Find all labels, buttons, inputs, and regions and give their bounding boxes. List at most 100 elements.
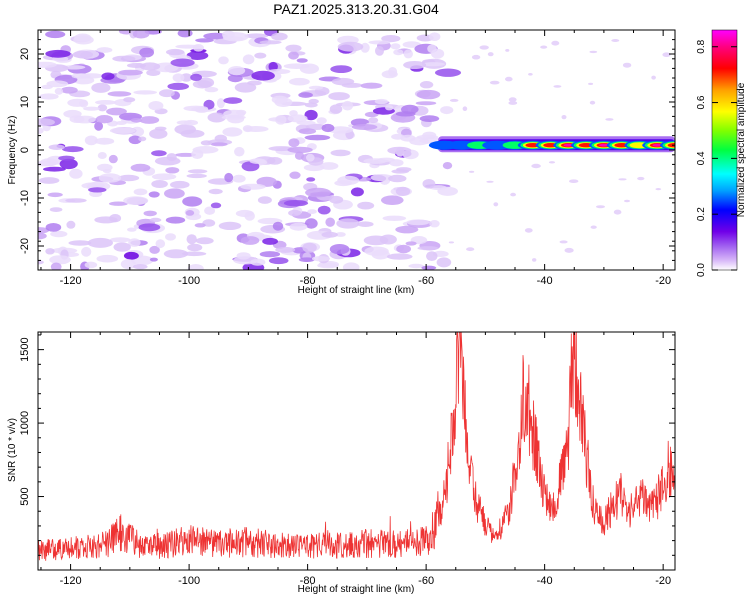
heatmap-noise-blob — [334, 180, 353, 187]
heatmap-noise-blob — [221, 115, 246, 120]
heatmap-noise-speckle — [448, 241, 454, 244]
heatmap-noise-blob — [329, 195, 344, 204]
heatmap-noise-blob — [175, 152, 197, 157]
heatmap-noise-blob — [360, 42, 370, 53]
heatmap-noise-speckle — [569, 179, 579, 183]
heatmap-noise-blob — [165, 167, 180, 174]
heatmap-noise-blob — [163, 249, 189, 259]
heatmap-noise-speckle — [548, 161, 556, 164]
heatmap-noise-blob — [83, 106, 100, 111]
heatmap-noise-blob — [79, 99, 89, 108]
heatmap-noise-blob — [45, 49, 71, 58]
heatmap-noise-speckle — [553, 85, 562, 88]
heatmap-noise-blob — [81, 246, 92, 257]
heatmap-noise-blob — [91, 82, 111, 93]
colorbar-label: Normalized spectral amplitude — [736, 82, 747, 217]
heatmap-noise-blob — [183, 105, 209, 112]
heatmap-noise-blob — [256, 176, 277, 187]
heatmap-noise-speckle — [508, 97, 517, 102]
heatmap-noise-speckle — [466, 247, 475, 252]
heatmap-noise-blob — [336, 218, 360, 229]
heatmap-noise-blob — [331, 77, 355, 86]
heatmap-noise-blob — [218, 56, 229, 65]
heatmap-noise-blob — [165, 216, 186, 224]
heatmap-noise-blob — [155, 239, 166, 249]
heatmap-noise-speckle — [618, 178, 627, 181]
heatmap-noise-blob — [38, 177, 60, 184]
heatmap-noise-blob — [228, 66, 246, 76]
signal-band-peak — [563, 143, 574, 147]
heatmap-noise-speckle — [540, 45, 548, 49]
heatmap-noise-blob — [259, 40, 282, 45]
x-tick-label: -20 — [655, 575, 671, 587]
heatmap-noise-blob — [421, 265, 437, 270]
heatmap-noise-blob — [259, 251, 281, 258]
heatmap-noise-speckle — [655, 188, 662, 191]
y-tick-label: 0 — [19, 147, 31, 153]
heatmap-noise-blob — [113, 242, 131, 252]
heatmap-noise-blob — [368, 117, 379, 124]
heatmap-noise-blob — [50, 262, 62, 270]
heatmap-noise-blob — [149, 245, 160, 254]
heatmap-noise-blob — [223, 97, 243, 104]
heatmap-noise-blob — [329, 104, 343, 114]
heatmap-noise-blob — [242, 125, 253, 133]
heatmap-noise-blob — [58, 155, 75, 161]
heatmap-noise-blob — [381, 195, 404, 205]
heatmap-noise-blob — [406, 219, 430, 226]
heatmap-noise-blob — [97, 163, 113, 172]
heatmap-noise-blob — [182, 196, 203, 207]
heatmap-noise-blob — [234, 146, 245, 157]
heatmap-noise-speckle — [487, 52, 494, 57]
heatmap-noise-blob — [48, 144, 65, 150]
heatmap-noise-speckle — [559, 240, 568, 244]
heatmap-noise-blob — [151, 150, 167, 157]
heatmap-noise-blob — [65, 198, 87, 203]
heatmap-noise-blob — [49, 255, 71, 265]
heatmap-noise-blob — [98, 173, 122, 183]
heatmap-noise-blob — [342, 100, 353, 111]
heatmap-noise-speckle — [637, 176, 645, 181]
heatmap-noise-blob — [289, 77, 310, 86]
heatmap-noise-blob — [38, 118, 55, 127]
signal-band-peak — [652, 143, 662, 147]
heatmap-noise-blob — [302, 242, 317, 253]
heatmap-noise-blob — [224, 172, 234, 183]
y-tick-label: -20 — [19, 238, 31, 254]
heatmap-noise-blob — [38, 127, 44, 134]
colorbar-tick-label: 0.4 — [696, 151, 707, 165]
heatmap-noise-blob — [307, 209, 317, 215]
heatmap-noise-blob — [139, 62, 161, 71]
heatmap-noise-blob — [308, 85, 324, 90]
x-tick-label: -40 — [537, 575, 553, 587]
heatmap-noise-blob — [386, 253, 413, 260]
heatmap-noise-blob — [165, 233, 176, 241]
heatmap-noise-blob — [395, 225, 419, 234]
heatmap-noise-blob — [45, 223, 62, 232]
heatmap-noise-blob — [403, 49, 413, 59]
heatmap-noise-blob — [249, 158, 266, 164]
heatmap-noise-blob — [133, 90, 157, 95]
heatmap-noise-blob — [288, 138, 300, 148]
heatmap-noise-speckle — [510, 192, 516, 197]
heatmap-noise-speckle — [462, 106, 468, 111]
heatmap-noise-blob — [296, 58, 308, 63]
heatmap-noise-blob — [311, 256, 331, 262]
heatmap-noise-blob — [130, 163, 151, 172]
heatmap-noise-blob — [97, 104, 108, 112]
heatmap-noise-blob — [240, 183, 266, 190]
heatmap-noise-blob — [421, 62, 445, 67]
colorbar-ticks: 0.0 0.2 0.4 0.6 0.8 — [696, 39, 737, 277]
heatmap-noise-blob — [289, 222, 308, 231]
heatmap-noise-speckle — [624, 199, 630, 203]
heatmap-noise-blob — [325, 217, 336, 227]
heatmap-noise-speckle — [505, 76, 513, 82]
heatmap-noise-blob — [180, 129, 205, 138]
heatmap-noise-blob — [419, 81, 434, 89]
heatmap-noise-blob — [154, 126, 167, 131]
y-tick-label: 1500 — [19, 337, 31, 361]
heatmap-noise-blob — [39, 93, 59, 100]
heatmap-noise-blob — [316, 117, 327, 125]
heatmap-noise-speckle — [605, 118, 614, 121]
